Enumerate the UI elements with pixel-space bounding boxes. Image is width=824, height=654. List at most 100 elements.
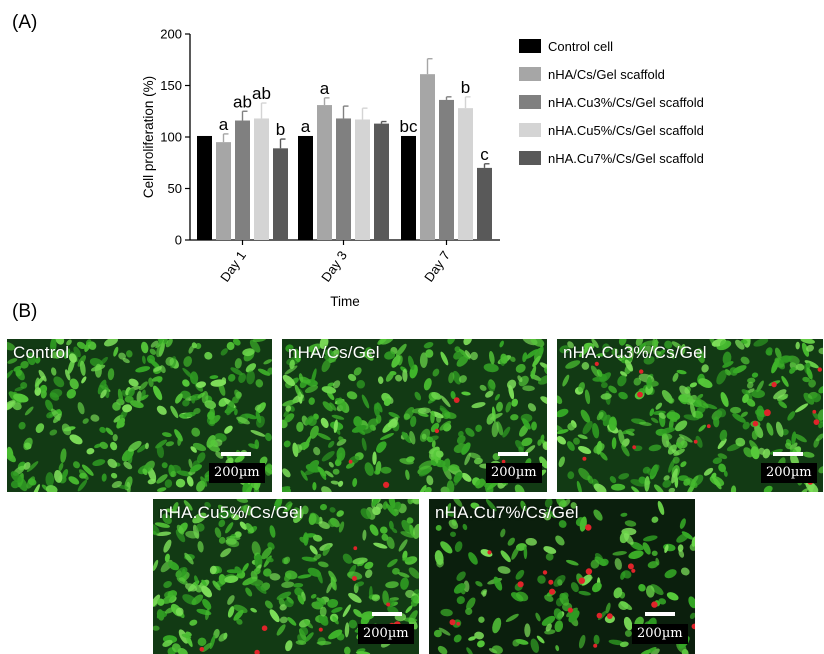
- live-cell: [789, 442, 798, 450]
- live-cell: [599, 451, 608, 461]
- live-cell: [750, 446, 760, 460]
- scale-bar: [372, 612, 402, 616]
- live-cell: [20, 381, 28, 389]
- live-cell: [696, 347, 705, 364]
- live-cell: [226, 535, 241, 541]
- live-cell: [385, 503, 397, 517]
- live-cell: [630, 541, 644, 551]
- live-cell: [545, 552, 554, 561]
- live-cell: [380, 466, 392, 474]
- live-cell: [234, 389, 241, 400]
- live-cell: [182, 379, 190, 387]
- live-cell: [276, 624, 286, 636]
- live-cell: [190, 464, 202, 473]
- live-cell: [252, 339, 267, 343]
- live-cell: [539, 362, 547, 370]
- live-cell: [68, 476, 80, 485]
- live-cell: [369, 524, 379, 536]
- live-cell: [192, 442, 207, 452]
- live-cell: [379, 339, 394, 345]
- live-cell: [371, 594, 381, 602]
- live-cell: [26, 476, 36, 489]
- live-cell: [232, 339, 241, 346]
- live-cell: [419, 485, 427, 492]
- live-cell: [276, 591, 292, 601]
- dead-cell: [813, 419, 820, 425]
- legend-swatch: [519, 95, 541, 109]
- legend-swatch: [519, 123, 541, 137]
- live-cell: [283, 440, 291, 448]
- live-cell: [593, 483, 607, 492]
- live-cell: [644, 476, 650, 492]
- live-cell: [712, 457, 723, 465]
- live-cell: [249, 339, 261, 353]
- live-cell: [317, 466, 327, 477]
- live-cell: [663, 475, 670, 481]
- live-cell: [668, 487, 676, 492]
- bar: [273, 148, 288, 240]
- live-cell: [179, 413, 188, 419]
- live-cell: [423, 378, 432, 391]
- live-cell: [175, 607, 184, 616]
- live-cell: [353, 367, 362, 376]
- dead-cell: [817, 367, 822, 372]
- live-cell: [445, 510, 456, 517]
- live-cell: [650, 584, 664, 596]
- live-cell: [508, 384, 515, 400]
- live-cell: [430, 410, 435, 424]
- live-cell: [766, 349, 773, 356]
- live-cell: [126, 481, 131, 492]
- live-cell: [399, 458, 414, 465]
- live-cell: [230, 367, 243, 376]
- live-cell: [522, 418, 531, 430]
- live-cell: [253, 567, 261, 575]
- live-cell: [327, 598, 339, 608]
- live-cell: [323, 349, 335, 357]
- live-cell: [242, 348, 255, 357]
- live-cell: [515, 569, 525, 580]
- live-cell: [238, 372, 246, 383]
- live-cell: [497, 566, 511, 574]
- live-cell: [753, 339, 769, 347]
- live-cell: [763, 485, 773, 492]
- live-cell: [156, 474, 168, 484]
- live-cell: [294, 384, 301, 398]
- live-cell: [86, 448, 95, 455]
- live-cell: [118, 352, 126, 360]
- live-cell: [645, 384, 654, 395]
- live-cell: [310, 593, 317, 599]
- live-cell: [729, 367, 738, 376]
- dead-cell: [639, 369, 644, 374]
- live-cell: [348, 373, 357, 382]
- live-cell: [742, 393, 749, 404]
- live-cell: [596, 411, 604, 421]
- live-cell: [38, 369, 47, 382]
- dead-cell: [582, 456, 587, 461]
- y-tick-label: 100: [160, 130, 182, 145]
- live-cell: [61, 469, 69, 479]
- live-cell: [149, 348, 157, 355]
- live-cell: [491, 421, 499, 438]
- live-cell: [494, 393, 500, 401]
- live-cell: [618, 354, 625, 361]
- bar: [216, 142, 231, 240]
- live-cell: [251, 541, 261, 557]
- live-cell: [509, 356, 516, 362]
- live-cell: [206, 434, 216, 448]
- live-cell: [532, 355, 541, 367]
- live-cell: [207, 411, 215, 420]
- live-cell: [486, 413, 495, 425]
- live-cell: [453, 350, 464, 360]
- live-cell: [476, 640, 485, 648]
- live-cell: [624, 520, 637, 527]
- live-cell: [515, 639, 529, 645]
- live-cell: [511, 398, 519, 407]
- live-cell: [577, 434, 588, 440]
- live-cell: [328, 518, 337, 528]
- live-cell: [293, 348, 301, 363]
- live-cell: [142, 355, 146, 364]
- live-cell: [683, 478, 691, 486]
- dead-cell: [593, 643, 598, 648]
- live-cell: [245, 522, 254, 534]
- live-cell: [430, 460, 437, 467]
